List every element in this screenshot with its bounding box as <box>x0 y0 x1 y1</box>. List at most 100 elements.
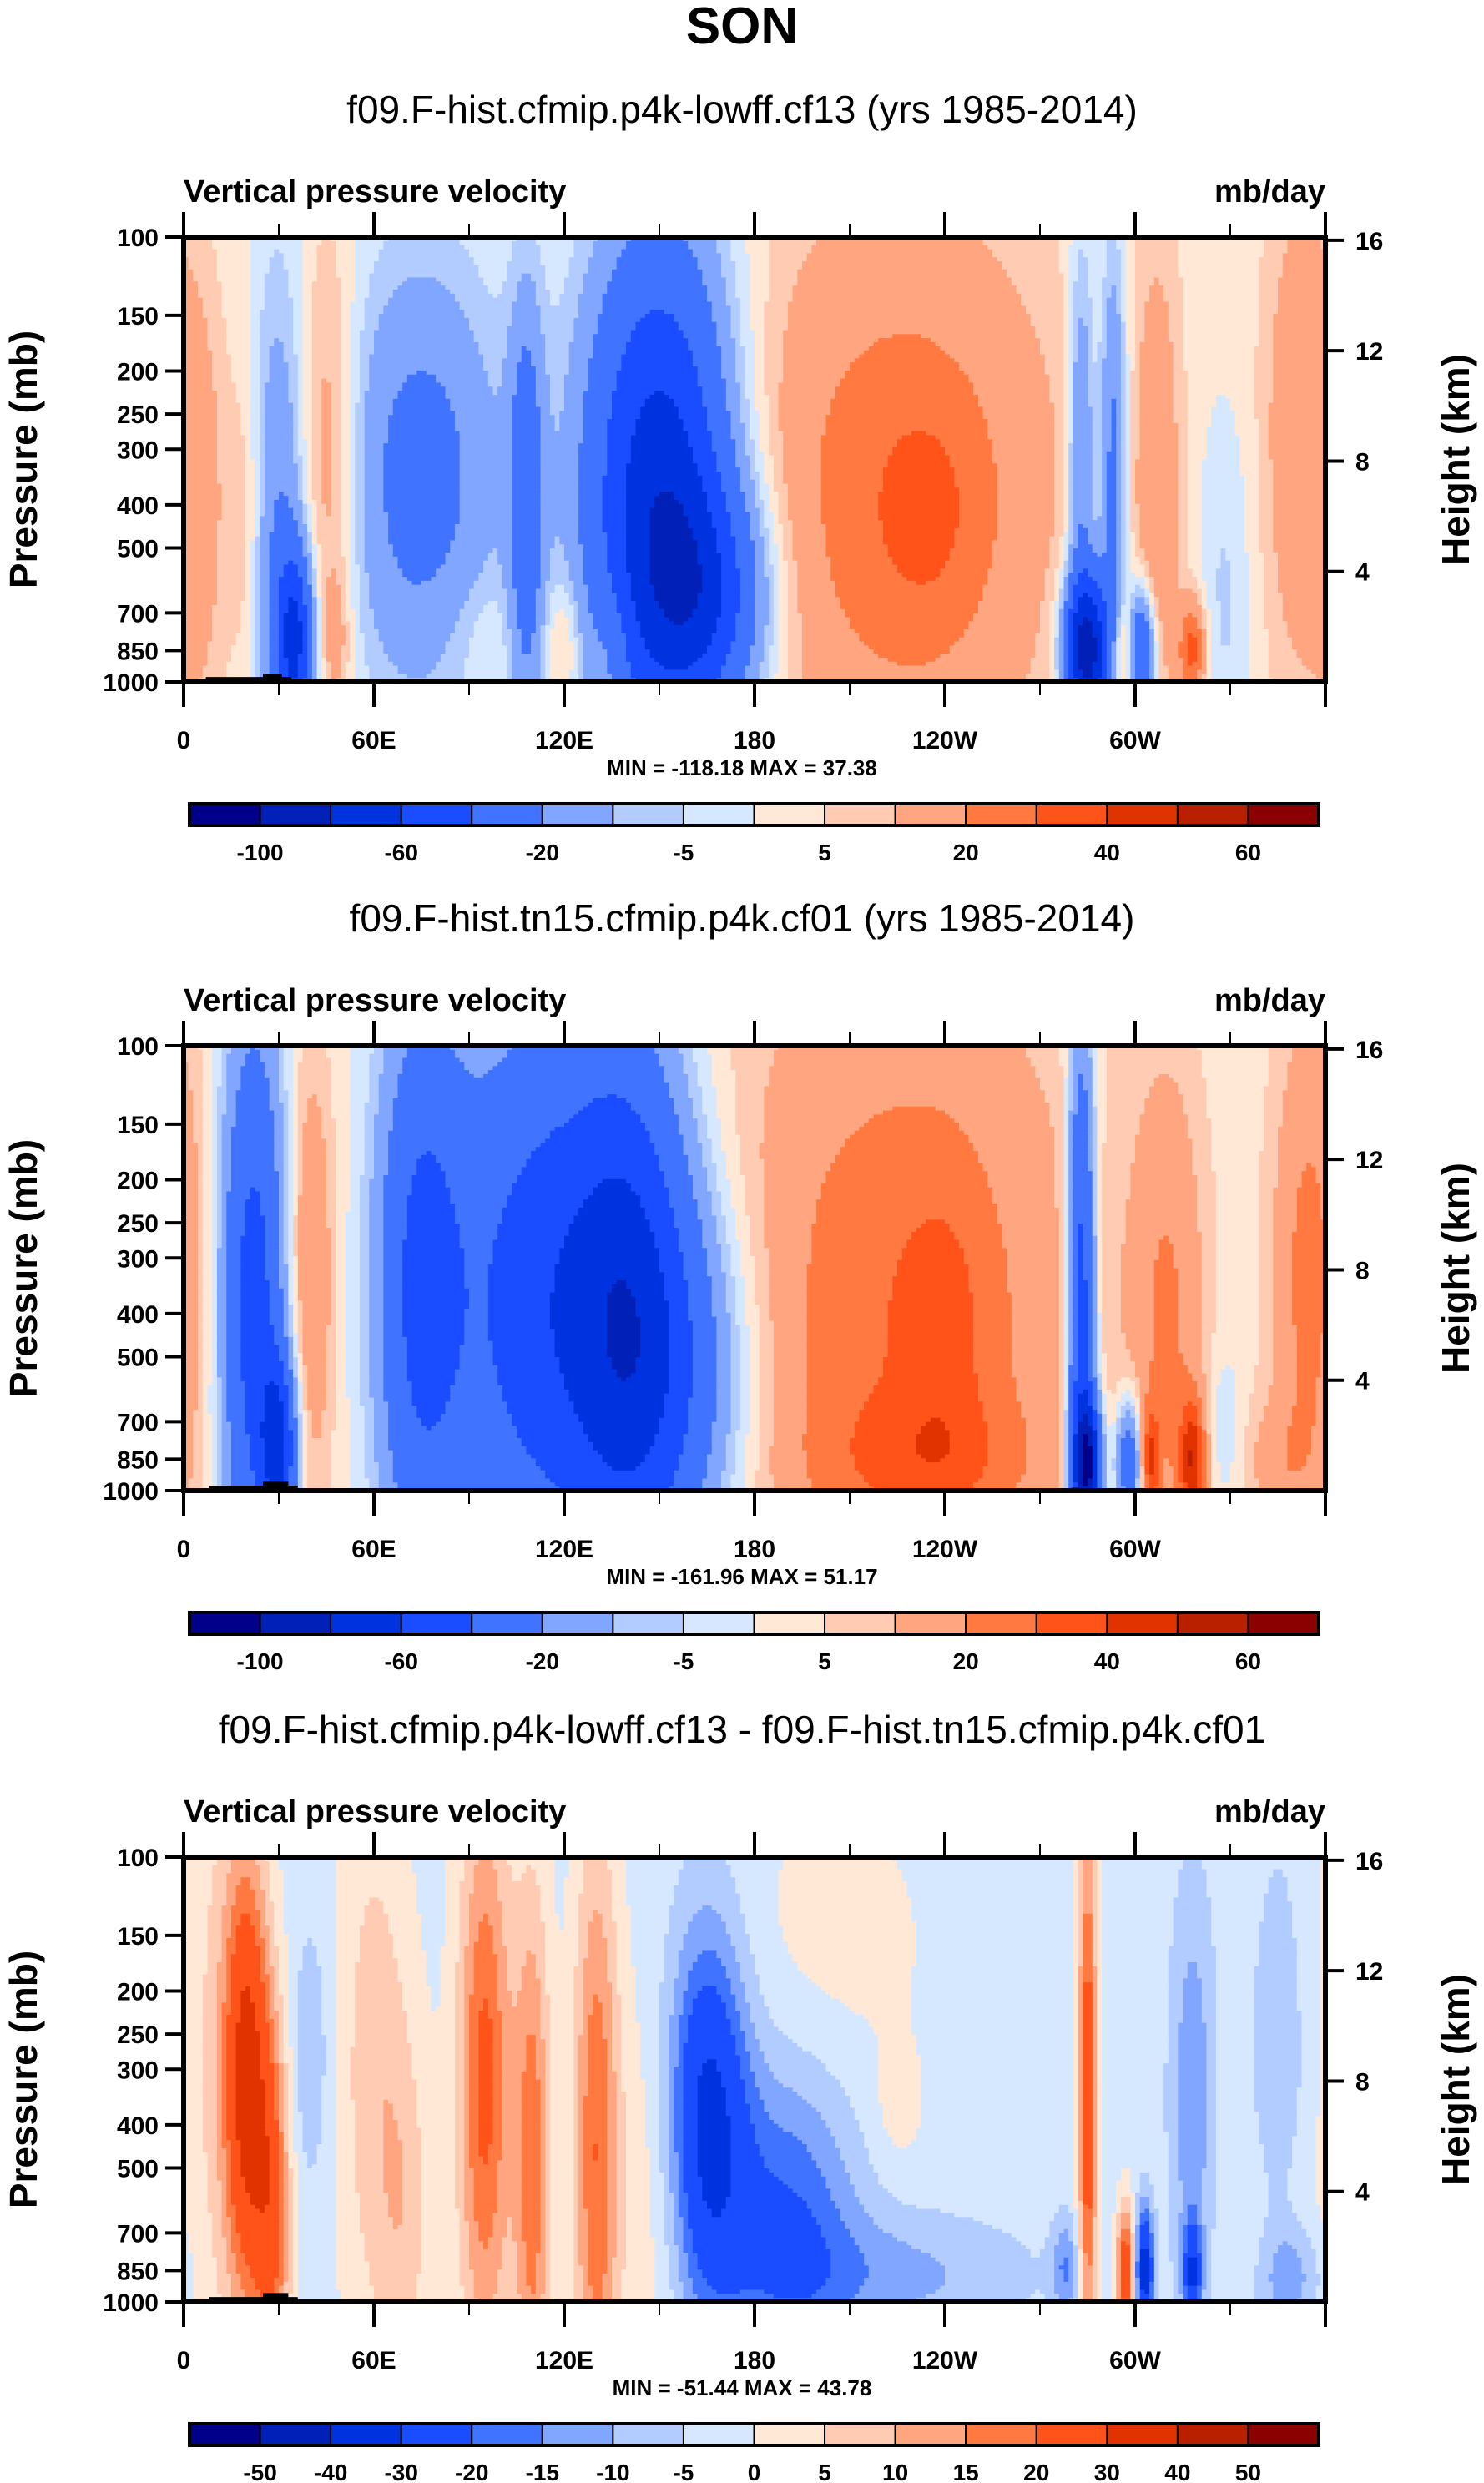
contour-cell <box>316 580 322 586</box>
contour-cell <box>359 588 370 593</box>
contour-cell <box>745 503 755 509</box>
contour-cell <box>716 536 736 542</box>
contour-cell <box>1273 326 1325 331</box>
contour-cell <box>787 584 798 590</box>
contour-cell <box>806 257 998 262</box>
contour-cell <box>755 608 770 614</box>
contour-cell <box>1063 374 1069 380</box>
contour-cell <box>845 374 970 380</box>
contour-cell <box>345 588 351 593</box>
contour-cell <box>1116 305 1122 310</box>
contour-cell <box>1187 475 1203 481</box>
contour-cell <box>1135 346 1141 351</box>
contour-cell <box>688 240 717 246</box>
contour-cell <box>311 358 341 363</box>
contour-cell <box>674 402 703 408</box>
contour-cell <box>331 426 341 432</box>
contour-cell <box>1183 321 1259 327</box>
contour-cell <box>1125 330 1136 335</box>
contour-cell <box>1102 334 1108 339</box>
contour-cell <box>987 245 1060 250</box>
contour-cell <box>540 584 546 590</box>
contour-cell <box>750 524 760 529</box>
contour-cell <box>341 540 351 545</box>
contour-cell <box>1259 321 1274 327</box>
contour-cell <box>260 588 270 593</box>
contour-cell <box>1173 386 1189 391</box>
contour-cell <box>212 374 232 380</box>
contour-cell <box>1116 552 1122 558</box>
contour-cell <box>1259 285 1279 290</box>
contour-cell <box>830 406 984 411</box>
contour-cell <box>311 601 318 606</box>
contour-cell <box>607 451 632 457</box>
contour-cell <box>735 443 746 448</box>
contour-cell <box>269 540 304 545</box>
contour-cell <box>483 564 503 569</box>
contour-cell <box>1249 621 1264 626</box>
contour-cell <box>607 463 627 468</box>
contour-cell <box>721 472 741 477</box>
contour-cell <box>341 350 351 356</box>
contour-cell <box>269 544 304 549</box>
contour-cell <box>302 338 313 343</box>
contour-cell <box>820 451 893 457</box>
contour-cell <box>302 475 308 481</box>
contour-cell <box>1135 338 1145 343</box>
contour-cell <box>1130 422 1141 428</box>
contour-cell <box>1106 496 1117 501</box>
contour-cell <box>755 597 770 602</box>
contour-cell <box>1139 516 1179 521</box>
contour-cell <box>721 573 741 578</box>
contour-cell <box>830 411 984 416</box>
contour-cell <box>1054 479 1065 485</box>
contour-cell <box>769 261 803 266</box>
contour-cell <box>892 451 946 457</box>
contour-cell <box>1092 597 1103 602</box>
contour-cell <box>759 475 765 481</box>
contour-cell <box>216 593 246 598</box>
contour-cell <box>711 301 727 306</box>
contour-cell <box>507 604 517 610</box>
contour-cell <box>602 479 627 485</box>
contour-cell <box>1178 447 1189 452</box>
contour-cell <box>1073 293 1088 299</box>
contour-cell <box>1058 265 1069 270</box>
contour-cell <box>350 580 361 586</box>
contour-cell <box>688 443 713 448</box>
contour-cell <box>1054 503 1065 509</box>
contour-cell <box>331 394 341 400</box>
contour-cell <box>350 443 356 448</box>
contour-cell <box>959 366 1046 371</box>
contour-cell <box>612 584 632 590</box>
contour-cell <box>730 249 746 254</box>
contour-cell <box>1092 455 1103 461</box>
contour-cell <box>321 560 346 566</box>
contour-cell <box>1249 552 1264 558</box>
contour-cell <box>1135 350 1141 356</box>
contour-cell <box>1153 604 1160 610</box>
contour-cell <box>307 527 313 533</box>
contour-cell <box>341 394 351 400</box>
contour-cell <box>1063 552 1069 558</box>
contour-cell <box>302 463 308 468</box>
contour-cell <box>321 479 332 485</box>
contour-cell <box>302 297 313 303</box>
contour-cell <box>517 601 537 606</box>
contour-cell <box>311 431 322 437</box>
contour-cell <box>1125 362 1131 367</box>
contour-cell <box>626 483 703 489</box>
contour-cell <box>1092 483 1103 489</box>
contour-cell <box>1201 593 1208 598</box>
contour-cell <box>593 613 622 618</box>
contour-cell <box>350 350 361 356</box>
contour-cell <box>1073 617 1083 622</box>
contour-cell <box>735 564 755 569</box>
contour-cell <box>1116 475 1122 481</box>
contour-cell <box>269 580 280 586</box>
contour-cell <box>783 455 822 461</box>
contour-cell <box>739 580 755 586</box>
contour-cell <box>288 269 304 275</box>
contour-cell <box>769 544 780 549</box>
contour-cell <box>264 503 275 509</box>
